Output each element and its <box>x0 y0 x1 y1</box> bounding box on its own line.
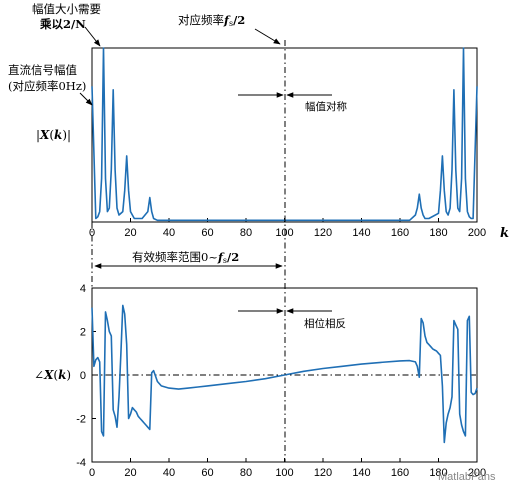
x-tick-label: 200 <box>468 467 486 479</box>
x-tick-label: 180 <box>429 227 447 239</box>
phase-x-ticks: 0 20 40 60 80 100 120 140 160 180 200 <box>89 458 486 479</box>
phase-plot: 0 20 40 60 80 100 120 140 160 180 200 420-2-4 <box>76 283 486 479</box>
range-note: 有效频率范围0~fs/2 <box>132 250 239 265</box>
dc-note-line2: (对应频率0Hz) <box>8 79 86 93</box>
x-tick-label: 120 <box>314 227 332 239</box>
x-tick-label: 140 <box>352 227 370 239</box>
nyquist-note-prefix: 对应频率 <box>178 13 224 27</box>
watermark: MatlabFans <box>438 471 496 483</box>
x-tick-label: 20 <box>124 227 136 239</box>
x-tick-label: 40 <box>163 467 175 479</box>
phase-series <box>91 304 478 444</box>
nyquist-note-suffix: /2 <box>233 13 245 27</box>
x-tick-label: 60 <box>201 467 213 479</box>
y-tick-label: 2 <box>80 327 86 339</box>
x-tick-label: 20 <box>124 467 136 479</box>
scale-note-line2: 乘以2/N <box>39 17 86 31</box>
y-tick-label: -2 <box>76 414 86 426</box>
magnitude-ylabel: |X(k)| <box>36 128 71 142</box>
k-axis-label: k <box>500 226 509 241</box>
x-tick-label: 160 <box>391 467 409 479</box>
x-tick-label: 0 <box>89 467 95 479</box>
x-tick-label: 160 <box>391 227 409 239</box>
dc-note-line1: 直流信号幅值 <box>8 63 77 77</box>
x-tick-label: 60 <box>201 227 213 239</box>
x-tick-label: 80 <box>240 227 252 239</box>
series-line <box>91 47 478 222</box>
x-tick-label: 140 <box>352 467 370 479</box>
range-note-symbol: f <box>217 250 225 264</box>
scale-note-arrow <box>84 26 101 47</box>
x-tick-label: 40 <box>163 227 175 239</box>
symmetric-note: 幅值对称 <box>305 100 347 113</box>
range-note-suffix: /2 <box>227 250 239 264</box>
y-tick-label: 4 <box>80 283 86 295</box>
nyquist-note-sub: s <box>229 19 233 28</box>
x-tick-label: 100 <box>275 467 293 479</box>
nyquist-note-arrow <box>254 28 281 45</box>
range-note-prefix: 有效频率范围0~ <box>132 250 218 264</box>
y-tick-label: 0 <box>80 370 86 382</box>
magnitude-series <box>91 47 478 222</box>
scale-note-line1: 幅值大小需要 <box>32 2 101 16</box>
x-tick-label: 180 <box>429 467 447 479</box>
x-tick-label: 120 <box>314 467 332 479</box>
phase-ylabel: ∠X(k) <box>34 368 71 382</box>
x-tick-label: 200 <box>468 227 486 239</box>
y-tick-label: -4 <box>76 457 86 469</box>
x-tick-label: 0 <box>89 227 95 239</box>
nyquist-note: 对应频率fs/2 <box>178 13 245 28</box>
nyquist-note-symbol: f <box>223 13 231 27</box>
x-tick-label: 80 <box>240 467 252 479</box>
phase-opposite-note: 相位相反 <box>304 317 346 330</box>
range-note-sub: s <box>223 256 227 265</box>
dc-note-arrow <box>79 92 93 106</box>
series-line <box>91 304 478 444</box>
